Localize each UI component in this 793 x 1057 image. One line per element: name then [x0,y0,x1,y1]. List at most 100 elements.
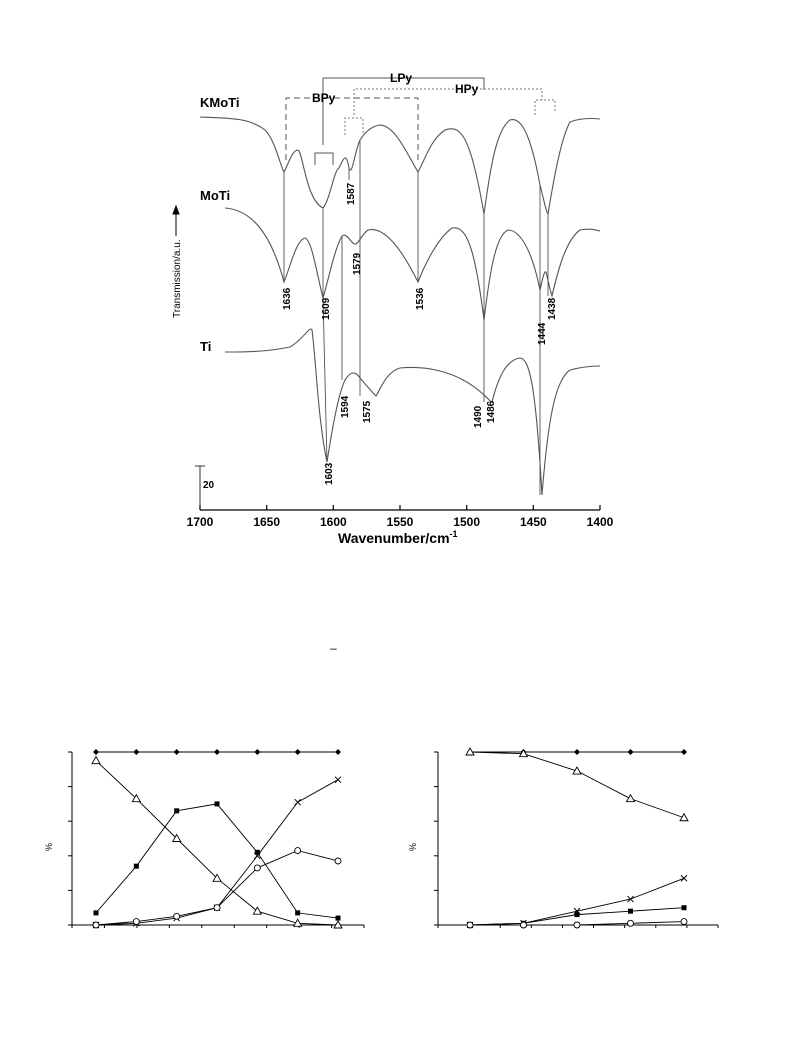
series-line-triangle [95,760,339,926]
ir-x-tick-label: 1550 [387,515,414,529]
band-label-1579: 1579 [352,252,363,275]
data-point-triangle [572,766,582,775]
band-label-1636: 1636 [282,287,293,310]
ir-x-axis-label-sup: -1 [450,529,458,539]
band-label-1486: 1486 [486,400,497,423]
data-point-square [174,808,180,814]
series-line-cross [469,877,685,926]
data-point-triangle [679,812,689,822]
bracket-bpy [285,97,419,160]
data-point-cross [334,776,342,784]
ir-x-axis-label: Wavenumber/cm-1 [338,529,458,546]
data-point-circle [92,921,100,929]
band-label-1490: 1490 [473,405,484,428]
band-label-1536: 1536 [415,287,426,310]
data-point-triangle [131,793,142,803]
data-point-diamond [254,749,261,755]
band-label-1603: 1603 [324,462,335,485]
ir-x-axis [199,505,601,511]
scale-bar-label: 20 [203,480,215,491]
band-label-1587: 1587 [346,182,357,205]
data-point-diamond [681,749,687,755]
data-point-triangle [252,906,263,915]
data-point-circle [334,857,342,865]
data-point-square [133,863,139,869]
data-point-circle [573,921,581,929]
ir-x-tick-labels: 1700 1650 1600 1550 1500 1450 1400 [187,515,614,529]
band-label-1575: 1575 [362,400,373,423]
y-axis-label: % [408,843,418,851]
scale-bar [195,465,205,510]
data-point-triangle [91,755,101,765]
ir-x-axis-label-text: Wavenumber/cm [338,530,450,546]
ir-y-axis-label: Transmission/a.u. [172,239,183,318]
ir-x-tick-label: 1400 [587,515,614,529]
data-point-triangle [465,747,475,756]
series-line-triangle [469,751,685,819]
data-point-square [681,905,687,911]
data-point-diamond [173,749,180,755]
data-point-diamond [133,749,140,755]
data-point-circle [253,864,261,872]
series-label-ti: Ti [200,339,211,354]
data-point-diamond [335,749,341,755]
data-point-circle [520,921,527,929]
data-point-circle [466,921,474,929]
data-point-circle [213,904,221,912]
data-point-circle [132,918,140,925]
ir-x-tick-label: 1450 [520,515,547,529]
data-point-diamond [93,749,99,755]
data-point-square [295,910,301,916]
data-point-circle [294,847,302,855]
band-label-1438: 1438 [547,297,558,320]
data-point-triangle [212,873,222,882]
series-line-square [95,803,339,919]
band-label-group: 1636 1609 1587 1579 1536 1444 1438 1603 … [282,182,558,485]
stray-dash-mark: – [330,641,337,655]
data-point-cross [294,798,302,806]
data-point-diamond [627,749,634,755]
bracket-label-hpy: HPy [455,82,479,96]
data-point-square [93,910,99,916]
ir-x-tick-label: 1600 [320,515,347,529]
stray-mark-layer: – [330,641,337,655]
conversion-chart-left: % [44,749,365,929]
ir-x-tick-label: 1650 [253,515,280,529]
bracket-label-bpy: BPy [312,91,336,105]
data-point-cross [680,874,688,882]
data-point-diamond [294,749,301,755]
data-point-circle [627,919,634,927]
ir-spectra-chart: KMoTi MoTi Ti LPy BPy HPy 1636 1609 1587 [172,71,614,546]
data-point-cross [253,852,261,860]
data-point-square [214,801,220,807]
data-point-square [254,849,260,855]
spectrum-kmoti [199,116,601,216]
conversion-chart-right: % [408,747,719,929]
data-point-circle [680,918,688,925]
band-label-1609: 1609 [321,297,332,320]
data-point-square [628,908,633,914]
data-point-triangle [292,918,303,927]
data-point-circle [173,912,181,920]
data-point-diamond [574,749,580,755]
bracket-lpy [314,77,485,165]
bracket-hpy [344,88,556,135]
data-point-triangle [171,833,182,842]
series-label-moti: MoTi [200,188,230,203]
data-point-triangle [333,920,343,929]
ir-x-tick-label: 1700 [187,515,214,529]
ir-x-tick-label: 1500 [453,515,480,529]
spectrum-ti [224,328,601,496]
series-label-kmoti: KMoTi [200,95,239,110]
data-point-square [574,912,580,918]
y-axis-arrow-icon [172,204,180,236]
data-point-diamond [214,749,220,755]
band-label-1594: 1594 [340,395,351,418]
band-lines [283,140,549,495]
data-point-triangle [518,748,529,758]
bracket-label-lpy: LPy [390,71,412,85]
data-point-square [335,915,341,921]
data-point-triangle [625,793,636,803]
y-axis-label: % [44,843,54,851]
data-point-cross [627,895,634,903]
